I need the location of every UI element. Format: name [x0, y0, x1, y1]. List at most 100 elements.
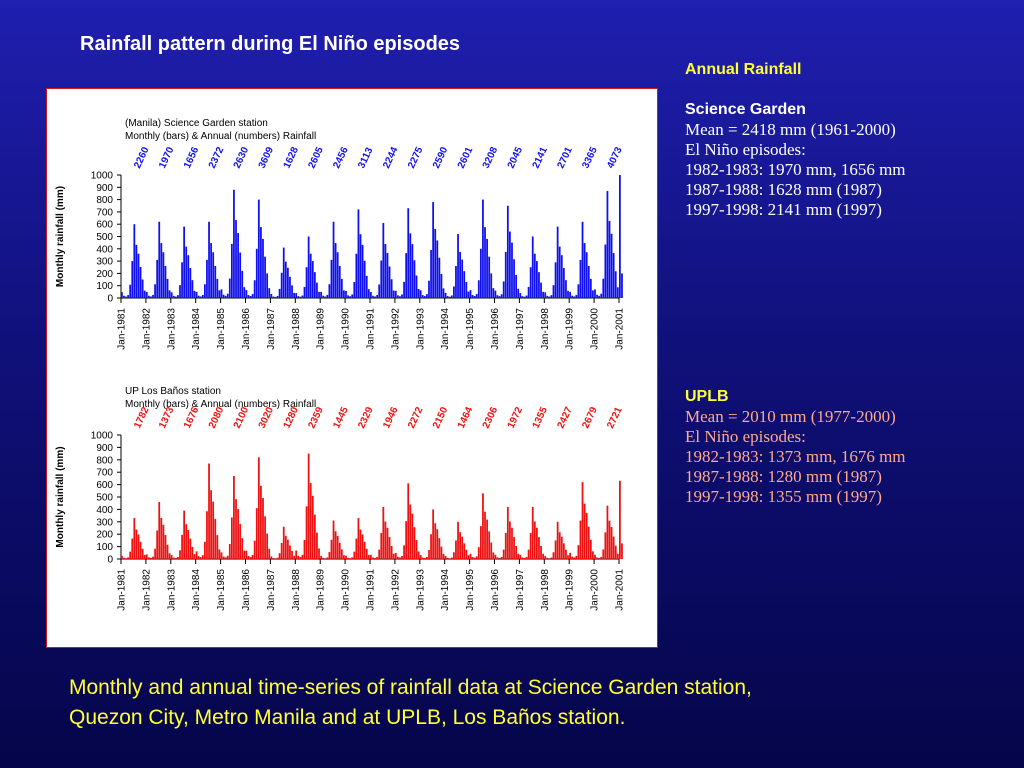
uplb-y-tick-label: 1000 — [91, 431, 114, 442]
science-garden-monthly-bar — [351, 294, 354, 298]
science-garden-x-tick-label: Jan-1985 — [216, 308, 227, 350]
uplb-y-tick-label: 500 — [96, 493, 113, 504]
uplb-monthly-bar — [517, 553, 520, 559]
science-garden-monthly-bar — [336, 252, 339, 298]
science-garden-monthly-bar — [482, 199, 484, 298]
uplb-y-tick-label: 900 — [96, 443, 113, 454]
uplb-monthly-bar — [162, 524, 165, 559]
uplb-monthly-bar — [473, 557, 476, 559]
uplb-monthly-bar — [602, 549, 605, 559]
uplb-monthly-bar — [519, 554, 522, 559]
uplb-monthly-bar — [614, 545, 617, 559]
science-garden-monthly-bar — [220, 289, 223, 298]
science-garden-monthly-bar — [538, 272, 540, 298]
science-garden-monthly-bar — [199, 296, 202, 298]
uplb-monthly-bar — [409, 504, 412, 559]
science-garden-annual-label: 2701 — [555, 145, 575, 170]
uplb-annual-label: 1946 — [381, 405, 401, 430]
uplb-monthly-bar — [206, 511, 208, 559]
science-garden-monthly-bar — [405, 253, 408, 298]
science-garden-monthly-bar — [467, 291, 470, 298]
uplb-monthly-bar — [469, 553, 472, 559]
science-garden-annual-label: 3609 — [257, 145, 277, 170]
uplb-monthly-bar — [552, 552, 555, 559]
science-garden-monthly-bar — [235, 220, 237, 298]
science-garden-monthly-bar — [374, 296, 376, 298]
uplb-monthly-bar — [349, 558, 352, 559]
science-garden-monthly-bar — [210, 243, 212, 298]
uplb-x-tick-label: Jan-1989 — [316, 569, 327, 611]
uplb-monthly-bar — [571, 556, 574, 559]
science-garden-monthly-bar — [125, 296, 127, 298]
science-garden-monthly-bar — [457, 234, 459, 298]
uplb-monthly-bar — [218, 549, 221, 559]
uplb-monthly-bar — [562, 543, 565, 559]
uplb-monthly-bar — [347, 557, 349, 559]
science-garden-x-tick-label: Jan-2000 — [590, 308, 601, 350]
science-garden-monthly-bar — [612, 253, 615, 298]
uplb-monthly-bar — [403, 545, 405, 559]
science-garden-monthly-bar — [249, 296, 252, 298]
science-garden-monthly-bar — [455, 266, 457, 298]
science-garden-monthly-bar — [168, 290, 171, 298]
uplb-annual-label: 2427 — [555, 405, 575, 430]
uplb-monthly-bar — [396, 556, 399, 559]
uplb-monthly-bar — [301, 554, 304, 559]
uplb-monthly-bar — [257, 457, 260, 559]
uplb-monthly-bar — [193, 554, 196, 559]
science-garden-x-tick-label: Jan-1989 — [316, 308, 327, 350]
science-garden-monthly-bar — [592, 290, 594, 298]
uplb-monthly-bar — [152, 556, 154, 559]
science-garden-annual-label: 2372 — [207, 145, 227, 170]
uplb-monthly-bar — [401, 555, 403, 559]
science-garden-monthly-bar — [396, 295, 399, 298]
science-garden-monthly-bar — [197, 295, 200, 298]
science-garden-monthly-bar — [606, 190, 609, 298]
science-garden-monthly-bar — [359, 234, 362, 298]
science-garden-monthly-bar — [172, 295, 175, 298]
science-garden-monthly-bar — [141, 279, 144, 298]
uplb-monthly-bar — [235, 499, 237, 559]
science-garden-monthly-bar — [334, 243, 337, 298]
uplb-y-tick-label: 200 — [96, 530, 113, 541]
science-garden-monthly-bar — [284, 261, 287, 298]
uplb-monthly-bar — [585, 512, 588, 559]
uplb-monthly-bar — [160, 517, 163, 559]
uplb-monthly-bar — [479, 526, 482, 559]
uplb-monthly-bar — [382, 506, 385, 559]
science-garden-monthly-bar — [206, 259, 208, 298]
science-garden-annual-label: 4073 — [605, 145, 625, 170]
uplb-monthly-bar — [453, 552, 455, 559]
science-garden-monthly-bar — [616, 287, 619, 298]
uplb-monthly-bar — [150, 557, 152, 559]
science-garden-monthly-bar — [440, 274, 443, 298]
science-garden-monthly-bar — [571, 295, 574, 298]
uplb-monthly-bar — [359, 529, 362, 559]
science-garden-monthly-bar — [214, 265, 217, 298]
science-garden-monthly-bar — [224, 295, 227, 298]
science-garden-monthly-bar — [589, 278, 592, 298]
uplb-monthly-bar — [587, 526, 590, 559]
uplb-monthly-bar — [610, 527, 613, 559]
uplb-monthly-bar — [345, 555, 347, 559]
uplb-annual-label: 1355 — [531, 405, 551, 430]
science-garden-monthly-bar — [305, 267, 308, 298]
uplb-x-tick-label: Jan-1993 — [415, 569, 426, 611]
science-garden-monthly-bar — [243, 287, 246, 298]
uplb-monthly-bar — [531, 506, 534, 559]
uplb-episode-3: 1997-1998: 1355 mm (1997) — [685, 487, 882, 506]
uplb-annual-label: 2329 — [356, 405, 376, 430]
science-garden-monthly-bar — [502, 281, 505, 298]
uplb-monthly-bar — [260, 485, 262, 559]
uplb-monthly-bar — [463, 543, 466, 559]
uplb-monthly-bar — [291, 550, 293, 559]
science-garden-monthly-bar — [594, 289, 596, 298]
uplb-monthly-bar — [224, 557, 227, 559]
science-garden-monthly-bar — [525, 295, 528, 298]
science-garden-monthly-bar — [390, 279, 393, 298]
science-garden-x-tick-label: Jan-1992 — [390, 308, 401, 350]
science-garden-monthly-bar — [322, 295, 325, 298]
uplb-x-tick-label: Jan-1982 — [141, 569, 152, 611]
uplb-monthly-bar — [450, 557, 453, 559]
uplb-monthly-bar — [212, 501, 215, 559]
